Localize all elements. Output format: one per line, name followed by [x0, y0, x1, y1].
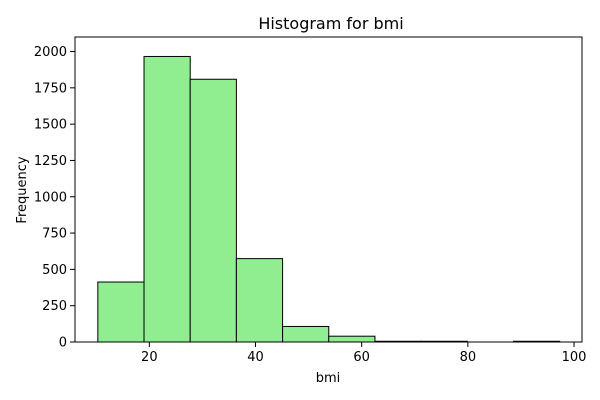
- chart-title: Histogram for bmi: [258, 14, 403, 33]
- y-tick-label: 1750: [34, 81, 67, 96]
- x-tick-label: 60: [353, 350, 370, 365]
- histogram-bar-4: [235, 258, 284, 343]
- histogram-bar-1: [97, 281, 145, 343]
- bars: [97, 55, 561, 343]
- y-tick-label: 0: [59, 336, 67, 351]
- x-axis-label: bmi: [316, 371, 341, 386]
- x-axis-ticks: 20 40 60 80 100: [141, 342, 586, 365]
- histogram-bar-5: [282, 325, 330, 343]
- x-tick-label: 100: [562, 350, 587, 365]
- y-tick-label: 500: [42, 263, 67, 278]
- histogram-bar-3: [189, 78, 237, 343]
- histogram-bar-6: [328, 335, 376, 343]
- x-tick-label: 20: [141, 350, 158, 365]
- y-tick-label: 1500: [34, 118, 67, 133]
- y-tick-label: 750: [42, 227, 67, 242]
- y-axis-label: Frequency: [15, 156, 30, 223]
- y-tick-label: 1250: [34, 154, 67, 169]
- y-tick-label: 2000: [34, 45, 67, 60]
- x-tick-label: 40: [247, 350, 264, 365]
- histogram-bar-2: [143, 55, 191, 343]
- plot-frame: [74, 36, 583, 343]
- y-axis-ticks: 0 250 500 750 1000 1250 1500 1750 2000: [34, 45, 75, 351]
- y-tick-label: 250: [42, 299, 67, 314]
- x-tick-label: 80: [460, 350, 477, 365]
- y-tick-label: 1000: [34, 190, 67, 205]
